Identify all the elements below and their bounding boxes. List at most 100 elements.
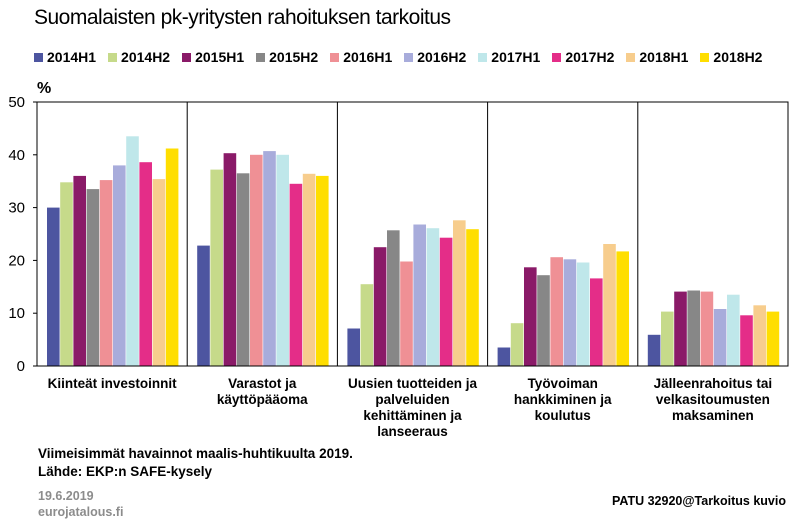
bar bbox=[347, 328, 360, 366]
bar bbox=[439, 237, 453, 366]
legend-label: 2015H1 bbox=[195, 49, 245, 65]
y-tick-label: 20 bbox=[8, 252, 25, 269]
legend-item: 2018H1 bbox=[626, 49, 688, 65]
bar bbox=[126, 136, 139, 366]
legend-item: 2018H2 bbox=[700, 49, 762, 65]
plot-frame bbox=[36, 101, 789, 367]
bar bbox=[426, 228, 440, 366]
legend-label: 2014H2 bbox=[121, 49, 171, 65]
legend-item: 2014H2 bbox=[108, 49, 170, 65]
bar bbox=[316, 175, 329, 366]
bar bbox=[373, 247, 387, 366]
y-tick-label: 10 bbox=[8, 305, 25, 322]
bar bbox=[661, 311, 674, 366]
bar bbox=[674, 291, 687, 366]
bar bbox=[537, 275, 550, 366]
bar bbox=[99, 180, 113, 366]
bar bbox=[753, 305, 766, 366]
x-category-label: maksaminen bbox=[672, 408, 754, 423]
publication-date: 19.6.2019 bbox=[38, 489, 94, 503]
y-tick-label: 0 bbox=[17, 358, 25, 375]
legend-swatch bbox=[330, 52, 340, 62]
legend-swatch bbox=[700, 52, 710, 62]
x-category-label: palveluiden bbox=[375, 392, 449, 407]
legend-item: 2017H2 bbox=[552, 49, 614, 65]
y-tick-label: 30 bbox=[8, 200, 25, 217]
legend-swatch bbox=[34, 52, 43, 62]
legend-label: 2015H2 bbox=[269, 49, 319, 65]
x-category-label: velkasitoumusten bbox=[656, 392, 770, 407]
bar bbox=[616, 251, 629, 366]
bar bbox=[139, 162, 152, 366]
legend-item: 2016H1 bbox=[330, 49, 392, 65]
legend-item: 2016H2 bbox=[404, 49, 466, 65]
bar bbox=[360, 284, 374, 366]
bar bbox=[497, 347, 511, 366]
bar bbox=[223, 153, 237, 366]
bar bbox=[727, 294, 740, 366]
x-category-label: Uusien tuotteiden ja bbox=[348, 376, 478, 391]
x-category-label: lanseeraus bbox=[377, 424, 448, 439]
bar bbox=[766, 311, 780, 366]
bar bbox=[524, 267, 537, 366]
bar bbox=[152, 179, 166, 366]
x-category-label: koulutus bbox=[535, 408, 591, 423]
legend-label: 2016H2 bbox=[417, 49, 467, 65]
x-category-label: Työvoiman bbox=[528, 376, 598, 391]
legend-label: 2018H2 bbox=[713, 49, 763, 65]
legend-swatch bbox=[256, 52, 266, 62]
bar bbox=[165, 148, 179, 366]
bar bbox=[563, 259, 577, 366]
x-category-label: Varastot ja bbox=[228, 376, 297, 391]
x-category-label: Jälleenrahoitus tai bbox=[654, 376, 773, 391]
bar bbox=[647, 334, 661, 366]
chart-notes: Viimeisimmät havainnot maalis-huhtikuult… bbox=[38, 445, 353, 481]
bar bbox=[276, 154, 289, 366]
bar bbox=[510, 323, 524, 366]
x-category-label: käyttöpääoma bbox=[217, 392, 308, 407]
chart-title: Suomalaisten pk-yritysten rahoituksen ta… bbox=[34, 6, 451, 29]
bar bbox=[250, 154, 263, 366]
legend-swatch bbox=[552, 52, 562, 62]
bar bbox=[197, 245, 210, 366]
y-tick-label: 50 bbox=[8, 94, 25, 111]
bar bbox=[113, 165, 126, 366]
bar bbox=[550, 257, 563, 366]
x-category-label: hankkiminen ja bbox=[514, 392, 612, 407]
bar bbox=[740, 315, 753, 366]
bar bbox=[387, 230, 400, 366]
bar bbox=[413, 224, 426, 366]
x-category-label: kehittäminen ja bbox=[363, 408, 462, 423]
bar bbox=[60, 182, 73, 366]
legend-swatch bbox=[182, 52, 192, 62]
x-category-label: Kiinteät investoinnit bbox=[48, 376, 178, 391]
legend-item: 2015H2 bbox=[256, 49, 318, 65]
bar bbox=[700, 291, 714, 366]
bar bbox=[302, 173, 316, 366]
bar bbox=[73, 175, 86, 366]
y-axis-unit-label: % bbox=[37, 80, 51, 97]
legend-swatch bbox=[404, 52, 414, 62]
bar bbox=[590, 278, 603, 366]
site-name: eurojatalous.fi bbox=[38, 505, 124, 519]
bar bbox=[687, 290, 700, 366]
bar bbox=[236, 173, 250, 366]
note-source: Lähde: EKP:n SAFE-kysely bbox=[38, 464, 213, 479]
publication-info: 19.6.2019 eurojatalous.fi bbox=[38, 488, 123, 520]
legend-swatch bbox=[108, 52, 118, 62]
legend-swatch bbox=[478, 52, 488, 62]
bar bbox=[453, 220, 466, 366]
bar bbox=[466, 229, 479, 366]
bar bbox=[603, 244, 616, 366]
bar bbox=[576, 262, 590, 366]
legend-item: 2015H1 bbox=[182, 49, 244, 65]
legend-item: 2017H1 bbox=[478, 49, 540, 65]
legend-label: 2014H1 bbox=[47, 49, 97, 65]
note-latest-observations: Viimeisimmät havainnot maalis-huhtikuult… bbox=[38, 446, 353, 461]
legend-label: 2017H1 bbox=[491, 49, 541, 65]
legend-item: 2014H1 bbox=[34, 49, 96, 65]
figure-reference: PATU 32920@Tarkoitus kuvio bbox=[611, 494, 786, 508]
bar bbox=[400, 261, 413, 366]
bar bbox=[86, 189, 100, 366]
